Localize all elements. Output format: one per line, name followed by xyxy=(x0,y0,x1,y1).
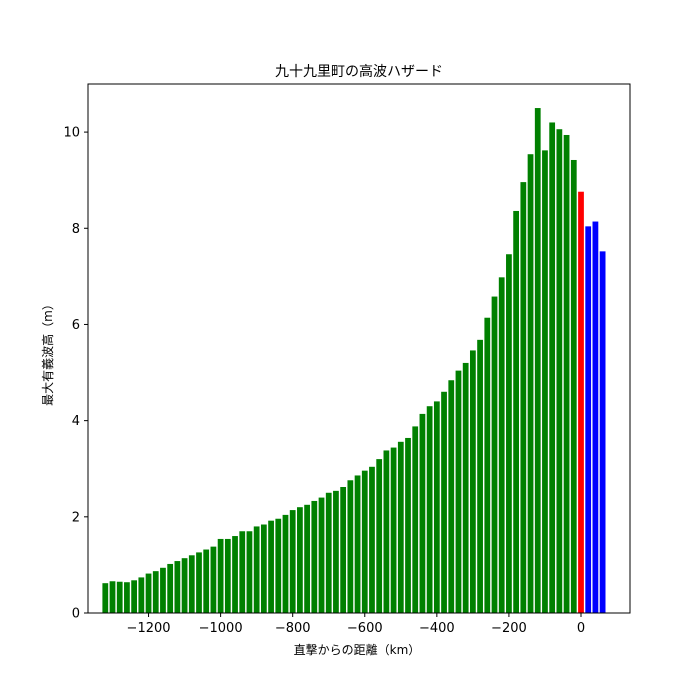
bar-0-47 xyxy=(441,391,447,613)
bar-0-22 xyxy=(260,524,267,613)
bar-0-16 xyxy=(217,538,224,613)
bar-0-21 xyxy=(253,526,260,613)
bar-0-11 xyxy=(181,558,188,613)
bar-1-0 xyxy=(578,191,584,613)
bar-0-2 xyxy=(116,581,123,613)
bar-0-7 xyxy=(152,571,159,613)
bar-0-25 xyxy=(282,514,289,613)
y-tick-label-3: 6 xyxy=(72,318,80,333)
bar-0-13 xyxy=(196,552,202,613)
bar-0-40 xyxy=(390,447,397,613)
bar-0-27 xyxy=(297,507,303,613)
bar-0-19 xyxy=(239,531,246,613)
bar-0-15 xyxy=(210,546,217,613)
bar-0-42 xyxy=(405,437,411,613)
bar-0-35 xyxy=(354,475,361,613)
bar-0-46 xyxy=(433,401,440,613)
bar-0-65 xyxy=(570,159,577,614)
y-axis-ticks: 0 2 4 6 8 10 xyxy=(63,126,88,622)
bar-0-36 xyxy=(361,470,368,613)
bar-2-0 xyxy=(585,226,592,613)
bar-0-8 xyxy=(160,567,166,613)
bar-0-18 xyxy=(232,536,238,613)
bar-0-12 xyxy=(188,555,195,613)
bar-0-30 xyxy=(318,497,325,613)
bar-0-50 xyxy=(462,362,469,613)
plot-frame xyxy=(87,83,631,614)
x-axis-ticks: −1200 −1000 −800 −600 −400 −200 0 xyxy=(127,613,585,636)
bar-0-32 xyxy=(333,490,339,613)
bar-0-26 xyxy=(289,510,296,613)
y-tick-label-2: 4 xyxy=(72,414,80,429)
bar-2-2 xyxy=(599,251,606,614)
bar-0-57 xyxy=(513,210,520,613)
x-axis-title: 直撃からの距離（km） xyxy=(294,642,421,657)
bar-0-29 xyxy=(311,500,318,613)
bar-0-28 xyxy=(304,504,310,613)
bar-0-33 xyxy=(340,487,347,613)
bar-0-53 xyxy=(484,317,491,613)
y-axis-title: 最大有義波高（m） xyxy=(40,298,55,406)
x-tick-label-6: 0 xyxy=(577,621,585,636)
bar-0-20 xyxy=(246,531,253,613)
bar-0-23 xyxy=(268,520,274,613)
bar-0-55 xyxy=(498,277,505,613)
bar-0-37 xyxy=(369,466,375,613)
bar-0-62 xyxy=(549,122,556,613)
bar-0-39 xyxy=(383,450,390,613)
bar-0-64 xyxy=(563,134,570,614)
y-tick-label-4: 8 xyxy=(72,222,80,237)
bar-0-52 xyxy=(477,339,483,613)
x-tick-label-0: −1200 xyxy=(127,621,171,636)
bar-0-54 xyxy=(491,296,498,613)
bar-0-34 xyxy=(347,480,354,613)
bar-0-24 xyxy=(275,518,282,613)
y-tick-label-1: 2 xyxy=(72,510,80,525)
bar-0-56 xyxy=(506,254,512,614)
bar-0-49 xyxy=(455,370,462,613)
bar-0-61 xyxy=(542,150,548,613)
x-tick-label-1: −1000 xyxy=(199,621,243,636)
bar-0-10 xyxy=(174,561,181,613)
bar-2-1 xyxy=(592,221,599,614)
y-tick-label-5: 10 xyxy=(63,126,80,141)
y-tick-label-0: 0 xyxy=(72,607,80,622)
bar-0-0 xyxy=(102,583,109,613)
bar-0-3 xyxy=(124,582,130,613)
bar-0-9 xyxy=(167,563,174,613)
bar-0-58 xyxy=(520,182,527,614)
bar-0-51 xyxy=(469,350,476,613)
bar-0-4 xyxy=(131,580,138,613)
x-tick-label-5: −200 xyxy=(491,621,527,636)
bar-0-43 xyxy=(412,426,419,613)
bar-group xyxy=(102,108,606,614)
x-tick-label-2: −800 xyxy=(275,621,311,636)
bar-0-45 xyxy=(426,406,433,613)
bar-0-1 xyxy=(109,581,116,613)
bar-0-44 xyxy=(419,413,426,613)
bar-0-17 xyxy=(224,538,231,613)
x-tick-label-4: −400 xyxy=(419,621,455,636)
bar-0-31 xyxy=(325,492,332,613)
bar-0-63 xyxy=(556,129,563,613)
bar-0-5 xyxy=(138,577,145,613)
x-tick-label-3: −600 xyxy=(347,621,383,636)
bar-0-60 xyxy=(534,108,541,614)
bar-0-48 xyxy=(448,380,455,613)
bar-0-41 xyxy=(397,441,404,613)
chart-title: 九十九里町の高波ハザード xyxy=(275,63,443,80)
bar-0-38 xyxy=(376,459,383,613)
bar-0-59 xyxy=(527,154,534,613)
bar-0-6 xyxy=(145,573,152,613)
bar-0-14 xyxy=(203,549,210,613)
